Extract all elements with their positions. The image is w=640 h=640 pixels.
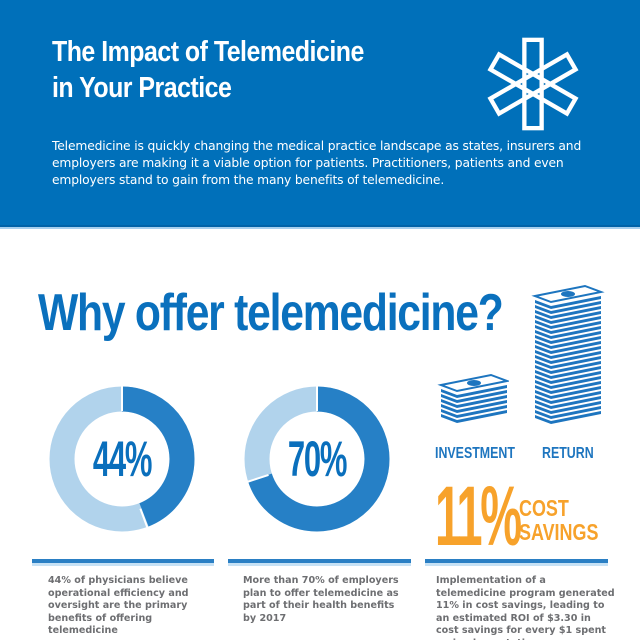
investment-label: INVESTMENT — [435, 445, 515, 462]
intro-paragraph: Telemedicine is quickly changing the med… — [52, 139, 582, 187]
investment-money-stack-icon — [437, 373, 511, 432]
cost-savings-label-line1: COST — [519, 495, 569, 521]
roi-caption: Implementation of a telemedicine program… — [436, 575, 615, 640]
divider-rule-1 — [32, 559, 214, 566]
return-money-stack-icon — [531, 284, 605, 435]
cost-savings-value: 11% — [435, 469, 522, 563]
header-divider-light — [0, 227, 640, 229]
donut-chart-44: 44% — [48, 385, 196, 533]
cost-savings-label-line2: SAVINGS — [519, 519, 599, 545]
cost-savings-label: COST SAVINGS — [519, 496, 598, 544]
return-label: RETURN — [542, 445, 594, 462]
stat-caption-70: More than 70% of employers plan to offer… — [243, 575, 399, 624]
page-title-line2: in Your Practice — [52, 72, 232, 104]
stat-caption-44: 44% of physicians believe operational ef… — [48, 575, 189, 636]
page-title-line1: The Impact of Telemedicine — [52, 36, 364, 68]
divider-rule-3 — [425, 559, 608, 566]
divider-rule-2 — [228, 559, 411, 566]
page-title: The Impact of Telemedicine in Your Pract… — [52, 34, 364, 106]
donut-chart-70: 70% — [243, 385, 391, 533]
donut-value-70: 70% — [287, 431, 348, 487]
header-divider — [0, 225, 640, 227]
donut-value-44: 44% — [92, 431, 153, 487]
star-of-life-icon — [485, 36, 581, 132]
section-title: Why offer telemedicine? — [38, 284, 504, 342]
